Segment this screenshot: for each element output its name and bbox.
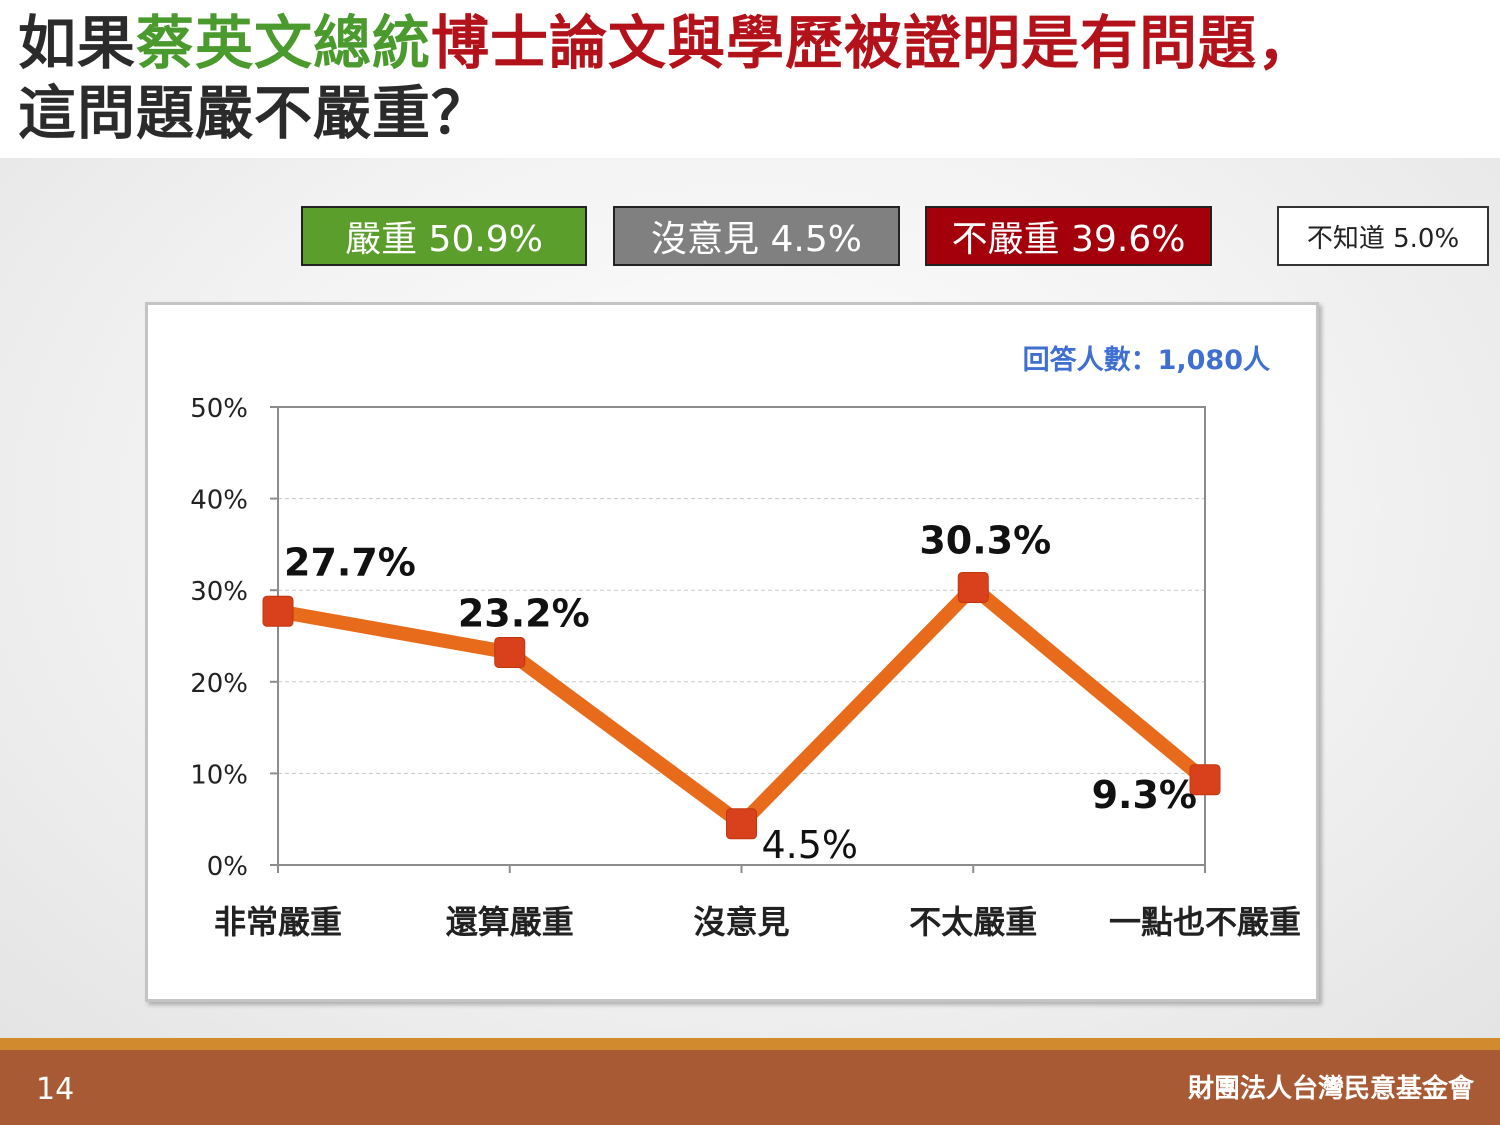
organization-name: 財團法人台灣民意基金會 (1187, 1074, 1474, 1104)
data-label-4: 9.3% (1092, 773, 1197, 817)
legend-serious-label: 嚴重 50.9% (345, 219, 543, 260)
title-line-2: 這問題嚴不嚴重？ (18, 79, 491, 147)
data-point-1 (494, 636, 526, 668)
legend-not-serious: 不嚴重 39.6% (925, 206, 1212, 266)
y-tick-label-20: 20% (190, 669, 248, 699)
respondent-count-annotation: 回答人數：1,080人 (1023, 344, 1270, 376)
data-label-3: 30.3% (919, 518, 1051, 562)
title-part-1: 如果 (18, 9, 137, 77)
data-point-3 (957, 571, 989, 603)
legend-no-opinion: 沒意見 4.5% (613, 206, 900, 266)
x-category-label-4: 一點也不嚴重 (1109, 903, 1301, 941)
footer-bar (0, 1050, 1500, 1125)
legend-no-opinion-label: 沒意見 4.5% (651, 219, 862, 260)
x-category-label-0: 非常嚴重 (214, 903, 342, 941)
x-category-label-2: 沒意見 (693, 903, 789, 941)
y-tick-label-0: 0% (207, 852, 248, 882)
legend-dont-know: 不知道 5.0% (1277, 206, 1489, 266)
legend-dont-know-label: 不知道 5.0% (1306, 223, 1460, 254)
slide-title: 如果蔡英文總統博士論文與學歷被證明是有問題， 這問題嚴不嚴重？ (18, 8, 1488, 148)
data-point-0 (262, 595, 294, 627)
line-chart: 0% 10% 20% 30% 40% 50% 非常嚴重 還算嚴重 沒意見 不太嚴重 一點也不嚴重 27… (190, 344, 1301, 941)
data-label-0: 27.7% (284, 540, 416, 584)
footer-stripe (0, 1038, 1500, 1050)
legend-not-serious-label: 不嚴重 39.6% (951, 219, 1186, 260)
y-tick-label-10: 10% (190, 760, 248, 790)
legend-serious: 嚴重 50.9% (301, 206, 587, 266)
series-line (276, 577, 1210, 834)
y-tick-label-40: 40% (190, 486, 248, 516)
title-part-3: 博士論文與學歷被證明是有問題， (431, 9, 1317, 77)
data-label-1: 23.2% (458, 591, 590, 635)
page-number: 14 (36, 1072, 75, 1107)
title-part-2: 蔡英文總統 (136, 9, 432, 77)
x-category-label-3: 不太嚴重 (909, 903, 1037, 941)
data-point-2 (726, 808, 757, 840)
y-tick-label-50: 50% (190, 394, 248, 424)
y-tick-label-30: 30% (190, 577, 248, 607)
x-category-label-1: 還算嚴重 (446, 903, 574, 941)
chart-frame: 0% 10% 20% 30% 40% 50% 非常嚴重 還算嚴重 沒意見 不太嚴重 一點也不嚴重 27… (145, 302, 1319, 1002)
data-point-4 (1189, 764, 1221, 796)
data-label-2: 4.5% (762, 823, 859, 867)
